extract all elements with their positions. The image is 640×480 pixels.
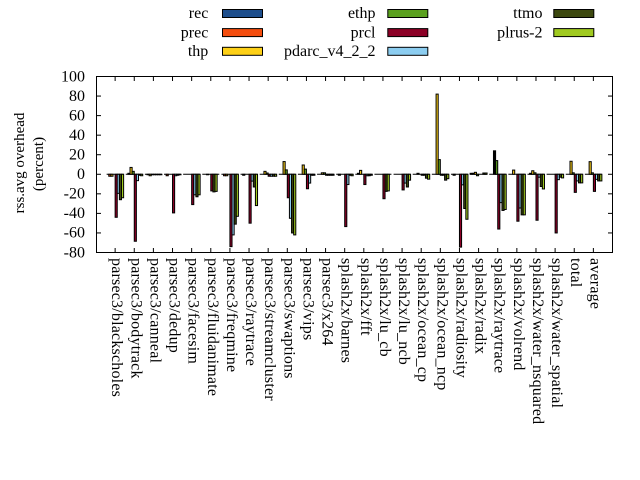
svg-text:parsec3/streamcluster: parsec3/streamcluster [261, 258, 278, 401]
svg-text:-40: -40 [64, 205, 85, 222]
svg-text:parsec3/blackscholes: parsec3/blackscholes [108, 258, 125, 397]
svg-text:splash2x/lu_cb: splash2x/lu_cb [376, 258, 393, 357]
svg-text:60: 60 [69, 107, 85, 124]
svg-text:parsec3/freqmine: parsec3/freqmine [223, 258, 240, 372]
svg-text:splash2x/fft: splash2x/fft [357, 258, 374, 336]
svg-text:80: 80 [69, 88, 85, 105]
svg-text:splash2x/radix: splash2x/radix [472, 258, 489, 354]
svg-text:ethp: ethp [348, 5, 376, 22]
svg-text:100: 100 [61, 68, 85, 85]
svg-text:splash2x/raytrace: splash2x/raytrace [491, 258, 508, 373]
svg-text:parsec3/raytrace: parsec3/raytrace [242, 258, 259, 366]
svg-text:rss.avg overhead: rss.avg overhead [12, 112, 28, 213]
svg-text:rec: rec [189, 5, 209, 22]
svg-text:parsec3/canneal: parsec3/canneal [146, 258, 163, 364]
svg-text:parsec3/facesim: parsec3/facesim [185, 258, 202, 364]
svg-text:20: 20 [69, 147, 85, 164]
svg-text:average: average [586, 258, 603, 309]
svg-text:0: 0 [77, 166, 85, 183]
svg-text:parsec3/dedup: parsec3/dedup [166, 258, 183, 353]
svg-text:prec: prec [181, 24, 209, 41]
svg-text:thp: thp [188, 43, 208, 60]
svg-text:parsec3/bodytrack: parsec3/bodytrack [127, 258, 144, 379]
svg-text:total: total [567, 258, 584, 288]
svg-text:splash2x/volrend: splash2x/volrend [510, 258, 527, 371]
svg-text:splash2x/ocean_ncp: splash2x/ocean_ncp [433, 258, 450, 390]
svg-text:(percent): (percent) [31, 137, 47, 191]
svg-text:40: 40 [69, 127, 85, 144]
svg-text:splash2x/water_spatial: splash2x/water_spatial [548, 258, 565, 408]
svg-text:splash2x/ocean_cp: splash2x/ocean_cp [414, 258, 431, 382]
svg-text:parsec3/vips: parsec3/vips [299, 258, 316, 340]
svg-text:splash2x/lu_ncb: splash2x/lu_ncb [395, 258, 412, 365]
svg-text:splash2x/barnes: splash2x/barnes [338, 258, 355, 363]
svg-text:-20: -20 [64, 186, 85, 203]
svg-text:splash2x/radiosity: splash2x/radiosity [452, 258, 469, 378]
svg-text:splash2x/water_nsquared: splash2x/water_nsquared [529, 258, 546, 424]
svg-text:parsec3/swaptions: parsec3/swaptions [280, 258, 297, 379]
svg-text:plrus-2: plrus-2 [497, 24, 542, 41]
svg-text:ttmo: ttmo [513, 5, 542, 22]
svg-text:parsec3/fluidanimate: parsec3/fluidanimate [204, 258, 221, 396]
svg-text:prcl: prcl [351, 24, 376, 41]
svg-text:pdarc_v4_2_2: pdarc_v4_2_2 [284, 43, 376, 60]
svg-text:parsec3/x264: parsec3/x264 [319, 258, 336, 346]
svg-text:-60: -60 [64, 225, 85, 242]
svg-text:-80: -80 [64, 244, 85, 261]
